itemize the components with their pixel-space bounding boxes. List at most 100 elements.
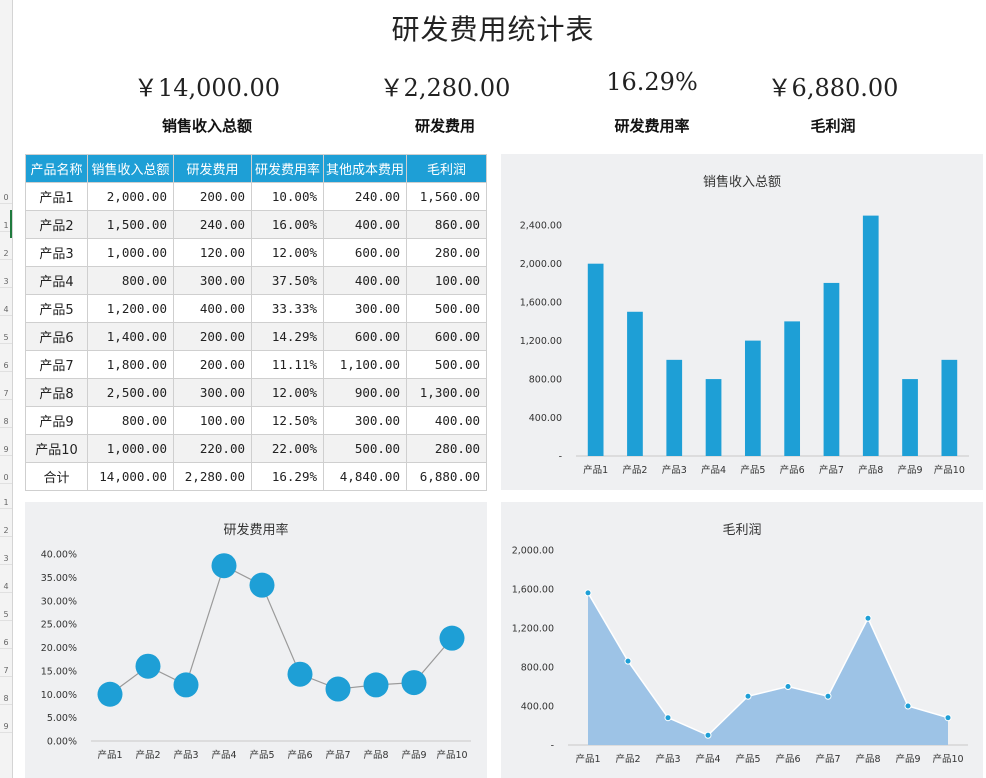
table-cell[interactable]: 500.00: [323, 434, 407, 463]
bar[interactable]: [823, 282, 840, 456]
table-cell[interactable]: 12.50%: [251, 406, 324, 435]
table-cell[interactable]: 220.00: [173, 434, 252, 463]
table-cell[interactable]: 800.00: [87, 266, 174, 295]
table-cell[interactable]: 800.00: [87, 406, 174, 435]
table-cell[interactable]: 37.50%: [251, 266, 324, 295]
table-cell[interactable]: 120.00: [173, 238, 252, 267]
data-point[interactable]: [744, 692, 752, 700]
table-cell[interactable]: 900.00: [323, 378, 407, 407]
table-cell[interactable]: 600.00: [323, 322, 407, 351]
data-point[interactable]: [363, 672, 389, 698]
table-cell[interactable]: 14,000.00: [87, 462, 174, 491]
table-cell[interactable]: 1,100.00: [323, 350, 407, 379]
bar[interactable]: [744, 340, 761, 456]
table-cell[interactable]: 33.33%: [251, 294, 324, 323]
table-cell[interactable]: 400.00: [406, 406, 487, 435]
row-number[interactable]: 9: [0, 445, 12, 456]
data-point[interactable]: [584, 589, 592, 597]
data-point[interactable]: [664, 714, 672, 722]
row-number[interactable]: 4: [0, 582, 12, 593]
table-cell[interactable]: 280.00: [406, 434, 487, 463]
row-number[interactable]: 1: [0, 498, 12, 509]
bar[interactable]: [902, 379, 918, 456]
table-cell[interactable]: 6,880.00: [406, 462, 487, 491]
table-cell[interactable]: 12.00%: [251, 238, 324, 267]
data-point[interactable]: [401, 670, 427, 696]
table-cell[interactable]: 产品2: [25, 210, 88, 239]
table-cell[interactable]: 产品6: [25, 322, 88, 351]
data-point[interactable]: [439, 625, 465, 651]
table-cell[interactable]: 200.00: [173, 350, 252, 379]
data-point[interactable]: [325, 676, 351, 702]
row-number[interactable]: 2: [0, 249, 12, 260]
table-cell[interactable]: 400.00: [323, 266, 407, 295]
table-cell[interactable]: 产品1: [25, 182, 88, 211]
table-cell[interactable]: 1,300.00: [406, 378, 487, 407]
row-number[interactable]: 5: [0, 333, 12, 344]
bar[interactable]: [587, 263, 604, 456]
table-cell[interactable]: 500.00: [406, 294, 487, 323]
table-cell[interactable]: 280.00: [406, 238, 487, 267]
table-cell[interactable]: 100.00: [173, 406, 252, 435]
row-number[interactable]: 3: [0, 277, 12, 288]
row-number[interactable]: 0: [0, 473, 12, 484]
table-cell[interactable]: 合计: [25, 462, 88, 491]
table-cell[interactable]: 1,400.00: [87, 322, 174, 351]
table-cell[interactable]: 产品5: [25, 294, 88, 323]
data-point[interactable]: [904, 702, 912, 710]
table-cell[interactable]: 12.00%: [251, 378, 324, 407]
table-cell[interactable]: 400.00: [323, 210, 407, 239]
data-point[interactable]: [944, 714, 952, 722]
bar[interactable]: [705, 379, 722, 456]
table-cell[interactable]: 22.00%: [251, 434, 324, 463]
table-cell[interactable]: 860.00: [406, 210, 487, 239]
row-number[interactable]: 5: [0, 610, 12, 621]
table-cell[interactable]: 2,500.00: [87, 378, 174, 407]
table-cell[interactable]: 4,840.00: [323, 462, 407, 491]
data-point[interactable]: [287, 661, 313, 687]
table-cell[interactable]: 1,560.00: [406, 182, 487, 211]
table-cell[interactable]: 300.00: [173, 266, 252, 295]
table-cell[interactable]: 400.00: [173, 294, 252, 323]
table-cell[interactable]: 产品7: [25, 350, 88, 379]
row-number[interactable]: 3: [0, 554, 12, 565]
data-point[interactable]: [211, 553, 237, 579]
row-number[interactable]: 7: [0, 666, 12, 677]
table-cell[interactable]: 600.00: [323, 238, 407, 267]
table-cell[interactable]: 16.29%: [251, 462, 324, 491]
table-cell[interactable]: 16.00%: [251, 210, 324, 239]
row-number[interactable]: 8: [0, 417, 12, 428]
table-cell[interactable]: 1,000.00: [87, 238, 174, 267]
table-cell[interactable]: 1,200.00: [87, 294, 174, 323]
row-number[interactable]: 8: [0, 694, 12, 705]
row-number[interactable]: 4: [0, 305, 12, 316]
row-number[interactable]: 1: [0, 221, 12, 232]
data-point[interactable]: [97, 681, 123, 707]
row-number[interactable]: 0: [0, 193, 12, 204]
data-point[interactable]: [173, 672, 199, 698]
table-cell[interactable]: 10.00%: [251, 182, 324, 211]
table-cell[interactable]: 产品3: [25, 238, 88, 267]
table-cell[interactable]: 200.00: [173, 182, 252, 211]
table-cell[interactable]: 产品8: [25, 378, 88, 407]
table-cell[interactable]: 300.00: [323, 294, 407, 323]
data-point[interactable]: [784, 683, 792, 690]
data-point[interactable]: [135, 653, 161, 679]
bar[interactable]: [627, 311, 643, 456]
data-point[interactable]: [704, 731, 712, 739]
table-cell[interactable]: 1,000.00: [87, 434, 174, 463]
bar[interactable]: [784, 321, 801, 456]
row-number[interactable]: 2: [0, 526, 12, 537]
data-point[interactable]: [824, 692, 832, 700]
row-number[interactable]: 6: [0, 361, 12, 372]
table-cell[interactable]: 600.00: [406, 322, 487, 351]
table-cell[interactable]: 240.00: [173, 210, 252, 239]
table-cell[interactable]: 500.00: [406, 350, 487, 379]
row-number[interactable]: 6: [0, 638, 12, 649]
bar[interactable]: [862, 215, 879, 456]
data-point[interactable]: [249, 572, 275, 598]
bar[interactable]: [666, 359, 683, 456]
table-cell[interactable]: 产品10: [25, 434, 88, 463]
table-cell[interactable]: 产品4: [25, 266, 88, 295]
table-cell[interactable]: 1,800.00: [87, 350, 174, 379]
